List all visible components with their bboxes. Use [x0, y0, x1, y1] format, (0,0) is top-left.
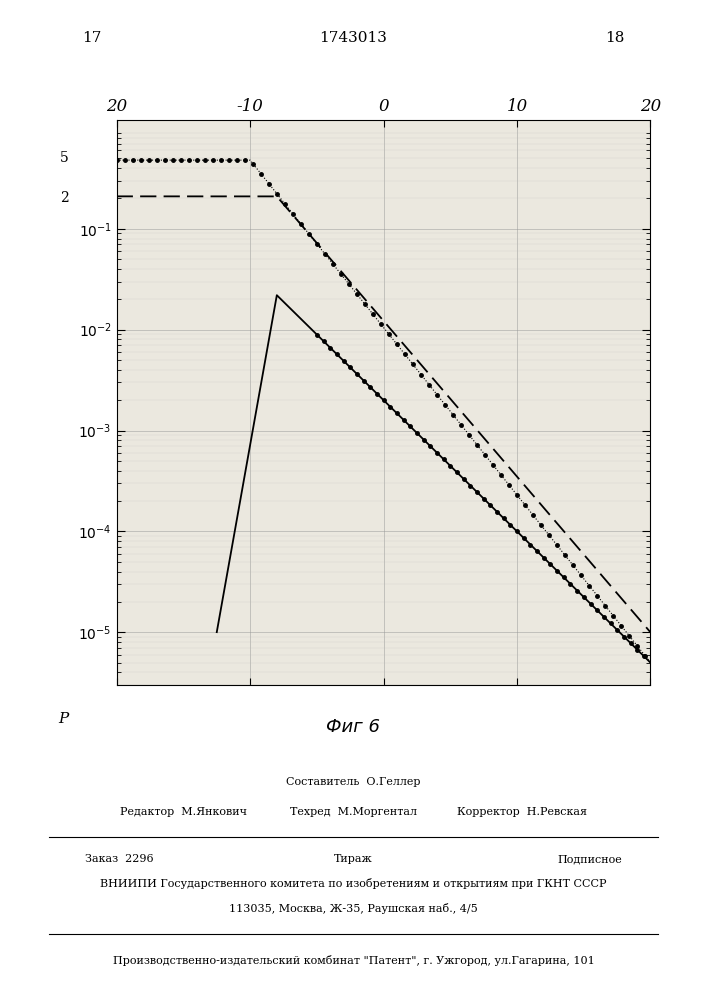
Text: 113035, Москва, Ж-35, Раушская наб., 4/5: 113035, Москва, Ж-35, Раушская наб., 4/5: [229, 903, 478, 914]
Text: Составитель  О.Геллер: Составитель О.Геллер: [286, 777, 421, 787]
Text: Заказ  2296: Заказ 2296: [85, 854, 153, 864]
Text: 5: 5: [60, 151, 69, 165]
Text: Редактор  М.Янкович: Редактор М.Янкович: [120, 807, 247, 817]
Text: Корректор  Н.Ревская: Корректор Н.Ревская: [457, 807, 587, 817]
Text: Подписное: Подписное: [557, 854, 622, 864]
Text: Техред  М.Моргентал: Техред М.Моргентал: [290, 807, 417, 817]
Text: Производственно-издательский комбинат "Патент", г. Ужгород, ул.Гагарина, 101: Производственно-издательский комбинат "П…: [112, 955, 595, 966]
Text: P: P: [59, 712, 69, 726]
Text: ВНИИПИ Государственного комитета по изобретениям и открытиям при ГКНТ СССР: ВНИИПИ Государственного комитета по изоб…: [100, 878, 607, 889]
Text: 2: 2: [60, 191, 69, 205]
Text: 17: 17: [82, 31, 102, 45]
Text: 18: 18: [605, 31, 625, 45]
Text: Тираж: Тираж: [334, 854, 373, 864]
Text: 1743013: 1743013: [320, 31, 387, 45]
Text: Фиг 6: Фиг 6: [327, 718, 380, 736]
